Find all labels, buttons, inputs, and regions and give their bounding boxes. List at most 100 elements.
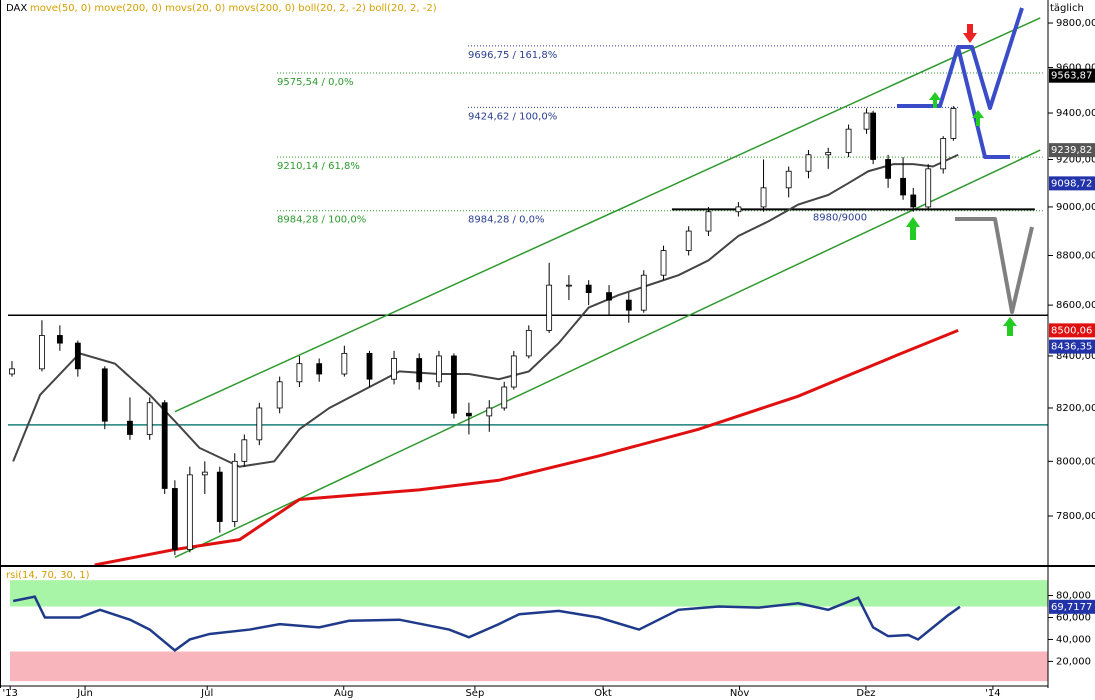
candle-body bbox=[525, 329, 532, 357]
projection-path bbox=[897, 7, 1024, 110]
candle-body bbox=[760, 187, 767, 208]
projections bbox=[897, 7, 1034, 336]
candle-body bbox=[660, 250, 667, 276]
x-tick-label: Nov bbox=[730, 688, 750, 699]
candle-body bbox=[640, 274, 647, 311]
plot-layer bbox=[8, 17, 1048, 682]
candle-body bbox=[296, 363, 303, 383]
y-tick-label: 8800,00 bbox=[1056, 250, 1095, 261]
projection-path bbox=[956, 46, 1010, 159]
x-tick-label: Jul bbox=[200, 688, 213, 699]
candle-body bbox=[900, 177, 906, 196]
y-tick-label: 20,000 bbox=[1056, 656, 1091, 667]
candle-body bbox=[825, 152, 832, 156]
candle-body bbox=[341, 352, 348, 375]
candle-body bbox=[466, 412, 472, 417]
candle-body bbox=[216, 471, 223, 522]
fib-label: 9696,75 / 161,8% bbox=[468, 50, 557, 61]
legend-indicators: move(50, 0) move(200, 0) movs(20, 0) mov… bbox=[30, 3, 437, 14]
period-label: täglich bbox=[1050, 3, 1084, 14]
candle-body bbox=[606, 292, 612, 301]
fib-label: 9424,62 / 100,0% bbox=[468, 111, 557, 122]
line-series bbox=[12, 595, 961, 653]
candle-body bbox=[171, 488, 178, 550]
candle-body bbox=[101, 368, 108, 422]
value-badge bbox=[1049, 339, 1095, 354]
y-tick-label: 8000,00 bbox=[1056, 456, 1095, 467]
candle-body bbox=[486, 407, 493, 417]
arrow-down bbox=[963, 24, 977, 43]
x-tick-label: Dez bbox=[856, 688, 875, 699]
y-tick-label: 9400,00 bbox=[1056, 108, 1095, 119]
y-tick-label: 9800,00 bbox=[1056, 18, 1095, 29]
y-tick-label: 8200,00 bbox=[1056, 403, 1095, 414]
candle-body bbox=[585, 284, 592, 294]
value-badge-label: 9239,82 bbox=[1051, 145, 1092, 156]
candle-body bbox=[685, 230, 692, 251]
candle-body bbox=[146, 402, 153, 435]
candle-body bbox=[870, 112, 877, 160]
value-badge-label: 9098,72 bbox=[1051, 178, 1092, 189]
fib-label: 9575,54 / 0,0% bbox=[277, 77, 353, 88]
x-tick-label: Jun bbox=[76, 688, 93, 699]
candle-body bbox=[436, 355, 442, 383]
candle-body bbox=[863, 112, 870, 130]
candle-body bbox=[39, 335, 45, 370]
candle-body bbox=[805, 154, 812, 172]
y-tick-label: 60,000 bbox=[1056, 612, 1091, 623]
label-layer: 7800,00 8000,00 8200,00 8400,00 8600,00 8800,… bbox=[2, 18, 1095, 699]
fib-label: 9210,14 / 61,8% bbox=[277, 161, 360, 172]
candle-body bbox=[201, 471, 208, 476]
rsi-band bbox=[10, 651, 1048, 682]
candle-body bbox=[925, 168, 932, 208]
x-tick-label: Okt bbox=[594, 688, 612, 699]
candle-body bbox=[735, 206, 742, 213]
candle-body bbox=[74, 342, 81, 370]
rsi-band bbox=[10, 580, 1048, 607]
arrow-up bbox=[906, 217, 920, 240]
value-badge bbox=[1049, 176, 1095, 191]
value-badge-label: 8500,06 bbox=[1051, 325, 1092, 336]
candle-body bbox=[186, 474, 193, 550]
arrow-up bbox=[972, 110, 984, 126]
candle-body bbox=[501, 386, 508, 409]
candle-body bbox=[705, 211, 712, 232]
candle-body bbox=[241, 439, 248, 462]
candle-body bbox=[391, 358, 397, 380]
y-tick-label: 8400,00 bbox=[1056, 351, 1095, 362]
candle-body bbox=[161, 402, 168, 489]
x-tick-label: Aug bbox=[334, 688, 354, 699]
candle-body bbox=[785, 170, 792, 189]
y-tick-label: 40,000 bbox=[1056, 634, 1091, 645]
candle-body bbox=[950, 108, 957, 139]
y-tick-label: 7800,00 bbox=[1056, 511, 1095, 522]
rsi-title: rsi(14, 70, 30, 1) bbox=[6, 570, 90, 581]
y-tick-label: 80,000 bbox=[1056, 591, 1091, 602]
x-tick-label: '13 bbox=[2, 688, 17, 699]
value-badge bbox=[1049, 143, 1095, 158]
arrow-up bbox=[1003, 317, 1017, 336]
candle-body bbox=[56, 335, 63, 344]
candle-body bbox=[566, 284, 572, 287]
projection-path bbox=[955, 217, 1034, 314]
fib-label: 8984,28 / 0,0% bbox=[468, 215, 544, 226]
candle-body bbox=[940, 138, 947, 170]
candle-body bbox=[910, 194, 917, 208]
candle-body bbox=[885, 159, 892, 179]
candle-body bbox=[625, 299, 632, 311]
candle-body bbox=[231, 460, 238, 522]
arrow-up bbox=[929, 92, 941, 108]
candle-body bbox=[366, 352, 373, 380]
candle-body bbox=[9, 368, 15, 375]
fib-label: 8984,28 / 100,0% bbox=[277, 215, 366, 226]
candle-body bbox=[276, 381, 283, 409]
candle-body bbox=[845, 128, 852, 153]
value-badge bbox=[1049, 599, 1095, 614]
value-badge-label: 9563,87 bbox=[1051, 71, 1092, 82]
support-label: 8980/9000 bbox=[813, 212, 867, 223]
line-series bbox=[12, 153, 959, 468]
y-tick-label: 9600,00 bbox=[1056, 63, 1095, 74]
candle-body bbox=[316, 363, 323, 375]
value-badge-label: 8436,35 bbox=[1051, 342, 1092, 353]
x-tick-label: Sep bbox=[465, 688, 484, 699]
